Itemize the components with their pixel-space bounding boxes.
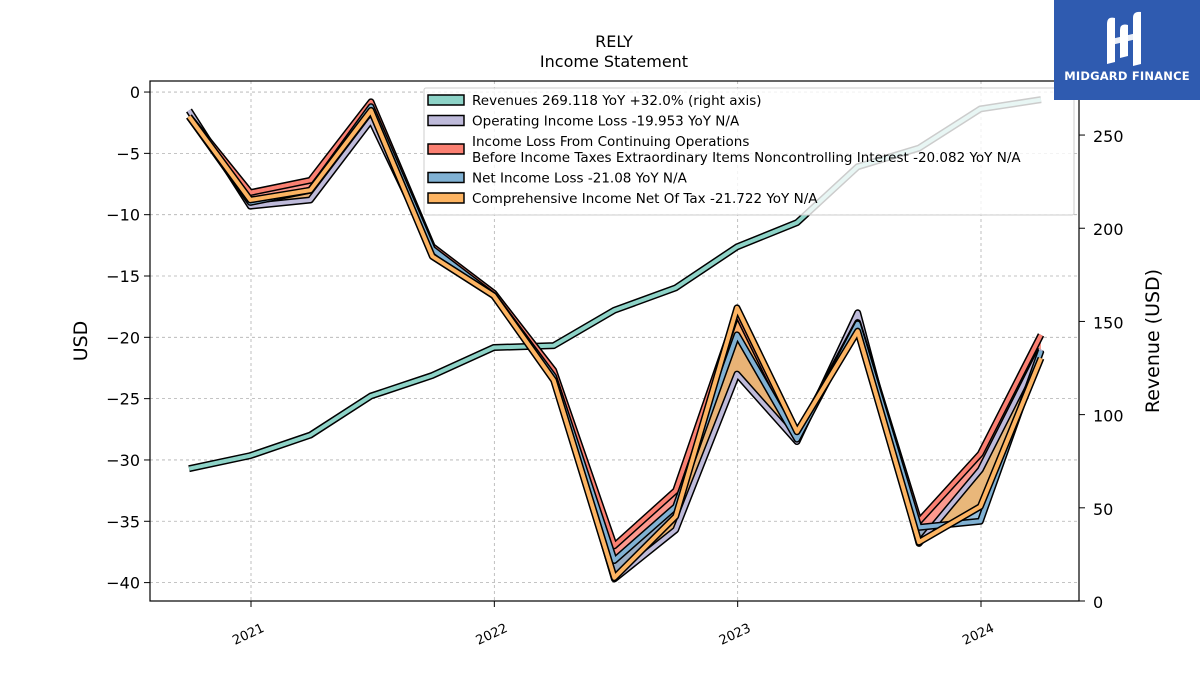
y-tick-label: −40 (106, 574, 140, 593)
x-tick-label: 2023 (717, 621, 753, 649)
chart-title: RELY (595, 32, 633, 51)
legend-label: Revenues 269.118 YoY +32.0% (right axis) (472, 93, 762, 109)
right-tick-label: 200 (1093, 220, 1124, 239)
legend-swatch (427, 143, 465, 155)
y-tick-label: −10 (106, 206, 140, 225)
legend-swatch (427, 114, 465, 127)
right-tick-label: 50 (1093, 500, 1113, 519)
plot-frame (149, 80, 1080, 602)
legend-label: Income Loss From Continuing Operations (472, 134, 749, 150)
y-tick-label: −15 (106, 267, 140, 286)
chart-subtitle: Income Statement (540, 52, 688, 71)
right-tick-label: 100 (1093, 407, 1124, 426)
legend-label: Operating Income Loss -19.953 YoY N/A (472, 114, 740, 130)
right-tick-label: 150 (1093, 313, 1124, 332)
right-tick-label: 250 (1093, 127, 1124, 146)
y-tick-label: −30 (106, 451, 140, 470)
legend: Revenues 269.118 YoY +32.0% (right axis)… (423, 87, 1075, 216)
series-lines (186, 96, 1045, 583)
legend-swatch (427, 171, 465, 184)
y-tick-label: −5 (116, 144, 140, 163)
series-line (187, 108, 1043, 580)
left-axis-ticks: 0 −5 −10 −15 −20 −25 −30 −35 −40 (106, 83, 150, 593)
brand-mark-icon (1107, 11, 1141, 66)
right-axis-ticks: 0 50 100 150 200 250 (1079, 127, 1124, 612)
brand-name: MIDGARD FINANCE (1064, 69, 1190, 83)
legend-swatch (427, 192, 465, 204)
y-tick-label: 0 (130, 83, 140, 102)
legend-swatch (427, 94, 465, 106)
x-tick-label: 2024 (960, 621, 996, 649)
x-axis-ticks: 2021 2022 2023 2024 (230, 601, 997, 649)
y-tick-label: −35 (106, 512, 140, 531)
brand-logo: MIDGARD FINANCE (1054, 0, 1200, 100)
y-tick-label: −25 (106, 390, 140, 409)
y-axis-label: USD (70, 321, 92, 362)
right-y-axis-label: Revenue (USD) (1142, 269, 1164, 413)
legend-box (423, 87, 1075, 216)
y-tick-label: −20 (106, 328, 140, 347)
x-tick-label: 2022 (474, 621, 510, 649)
legend-label: Net Income Loss -21.08 YoY N/A (472, 171, 688, 187)
legend-label: Before Income Taxes Extraordinary Items … (472, 150, 1021, 166)
right-tick-label: 0 (1093, 593, 1103, 612)
legend-label: Comprehensive Income Net Of Tax -21.722 … (472, 191, 818, 207)
x-tick-label: 2021 (230, 621, 266, 649)
